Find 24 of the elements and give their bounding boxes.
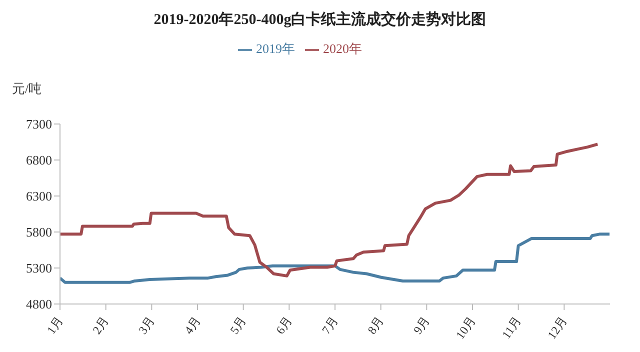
y-axis-title: 元/吨	[12, 80, 42, 98]
y-tick-label: 6800	[26, 152, 52, 168]
line-series	[60, 142, 600, 278]
y-tick-label: 4800	[26, 296, 52, 312]
x-tick-label: 10月	[453, 314, 478, 342]
y-tick-label: 5800	[26, 224, 52, 240]
x-tick-label: 2月	[90, 314, 112, 337]
x-tick-label: 12月	[544, 314, 570, 342]
x-tick-label: 11月	[499, 314, 524, 342]
x-tick-label: 9月	[410, 314, 432, 337]
legend-label: 2019年	[256, 41, 295, 56]
y-tick-label: 7300	[26, 116, 52, 132]
x-tick-label: 5月	[227, 314, 250, 337]
x-tick-label: 4月	[181, 314, 204, 337]
x-tick-label: 6月	[273, 314, 295, 337]
x-tick-label: 7月	[318, 314, 341, 337]
y-tick-label: 5300	[26, 260, 52, 276]
x-tick-label: 8月	[364, 314, 387, 337]
y-tick-label: 6300	[26, 188, 52, 204]
x-tick-label: 1月	[44, 314, 66, 337]
legend-label: 2020年	[323, 41, 362, 56]
line-series	[60, 232, 610, 284]
x-tick-label: 3月	[136, 314, 158, 337]
chart-title: 2019-2020年250-400g白卡纸主流成交价走势对比图	[152, 10, 488, 29]
